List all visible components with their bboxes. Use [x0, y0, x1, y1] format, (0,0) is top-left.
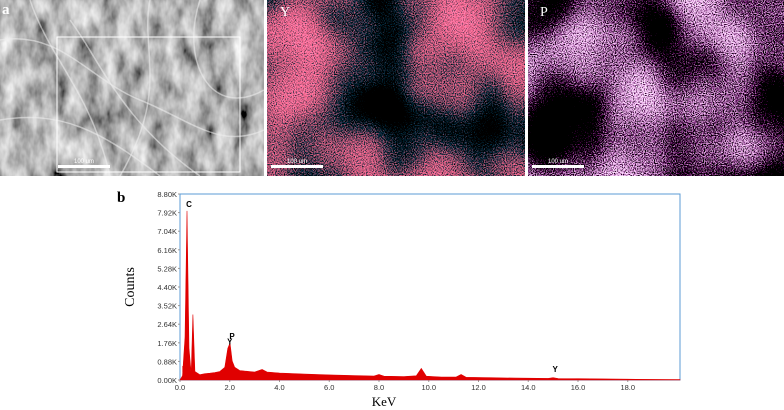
x-tick-label: 18.0 — [620, 383, 635, 392]
sem-image — [0, 0, 264, 176]
y-axis-label: Counts — [123, 267, 138, 307]
x-tick-label: 12.0 — [471, 383, 486, 392]
roi-box — [56, 36, 241, 173]
peak-label: P — [229, 332, 235, 341]
peak-label: Y — [227, 337, 233, 346]
bar — [271, 165, 323, 168]
y-tick-label: 7.92K — [157, 209, 177, 218]
y-tick-label: 6.16K — [157, 246, 177, 255]
x-tick-label: 4.0 — [274, 383, 284, 392]
scale-text: 100 um — [548, 159, 568, 165]
bar — [532, 165, 584, 168]
spectrum-area — [179, 210, 681, 381]
y-tick-label: 2.64K — [157, 320, 177, 329]
scale-bar: 100 um 100 um 100 um — [58, 159, 584, 168]
x-tick-label: 10.0 — [421, 383, 436, 392]
scale-text: 100 um — [287, 159, 307, 165]
peak-label: Y — [552, 365, 558, 374]
map-label: P — [540, 5, 548, 20]
y-tick-label: 7.04K — [157, 227, 177, 236]
plot-frame — [179, 193, 681, 381]
x-axis-label: KeV — [372, 394, 397, 409]
y-tick-label: 3.52K — [157, 302, 177, 311]
peak-label: P — [182, 365, 188, 374]
y-tick-label: 4.40K — [157, 283, 177, 292]
p-map — [528, 0, 784, 176]
bar — [58, 165, 110, 168]
panel-label: a — [2, 2, 10, 18]
y-map — [267, 0, 525, 176]
x-tick-label: 16.0 — [571, 383, 586, 392]
fibers — [0, 0, 265, 177]
x-tick-label: 14.0 — [521, 383, 536, 392]
y-tick-label: 5.28K — [157, 264, 177, 273]
x-tick-label: 2.0 — [225, 383, 235, 392]
y-tick-label: 1.76K — [157, 339, 177, 348]
map-label: Y — [280, 5, 290, 20]
panel-label: b — [117, 190, 125, 206]
x-tick-label: 6.0 — [324, 383, 334, 392]
y-tick-label: 8.80K — [157, 190, 177, 199]
scale-text: 100 um — [74, 159, 94, 165]
x-tick-label: 0.0 — [175, 383, 185, 392]
y-tick-label: 0.88K — [157, 357, 177, 366]
y-tick-label: 0.00K — [157, 376, 177, 385]
x-tick-label: 8.0 — [374, 383, 384, 392]
peak-label: C — [186, 200, 192, 209]
